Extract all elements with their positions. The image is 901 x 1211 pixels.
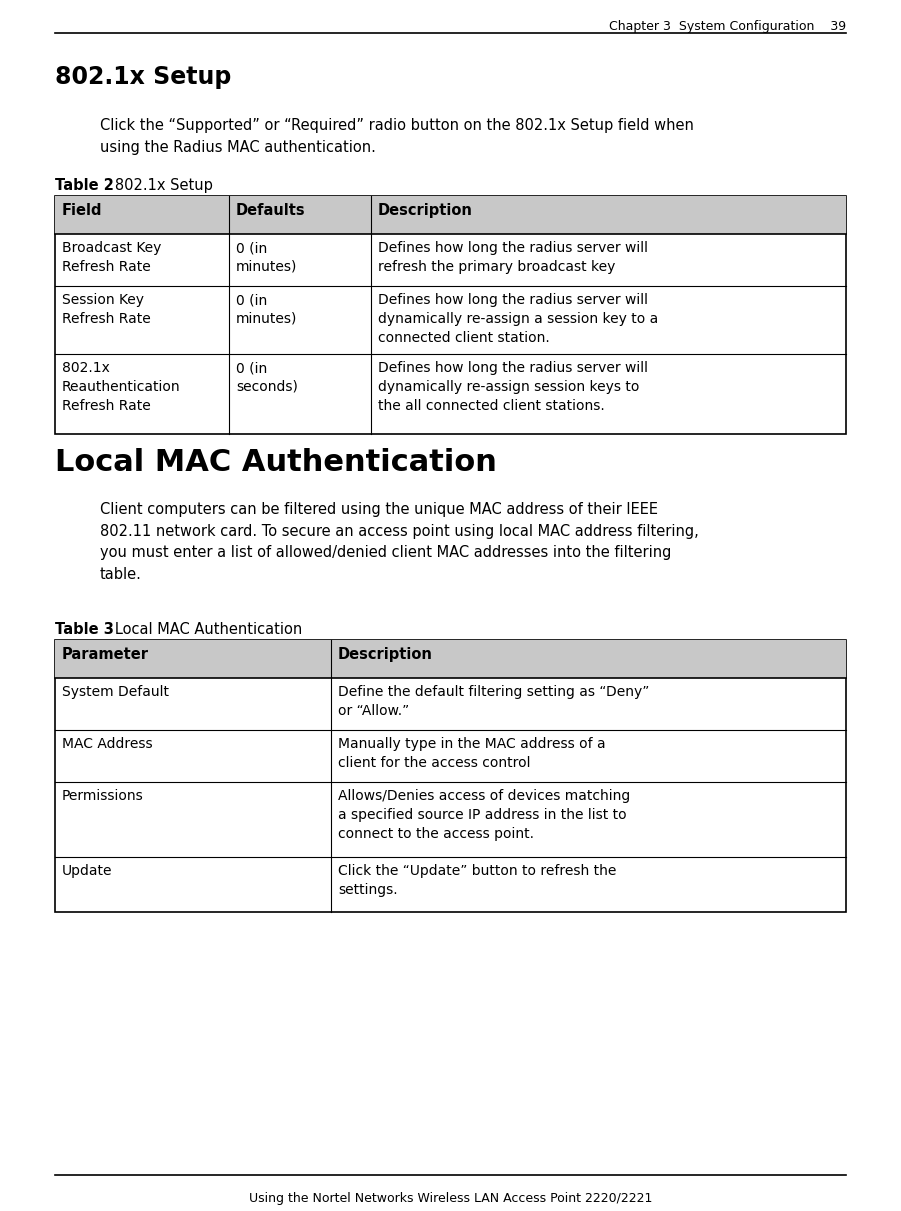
Text: Defaults: Defaults [236,203,305,218]
Bar [55,639,846,912]
Text: Client computers can be filtered using the unique MAC address of their IEEE
802.: Client computers can be filtered using t… [100,503,699,581]
Bar [55,196,846,234]
Text: Table 3: Table 3 [55,622,114,637]
Text: 0 (in
minutes): 0 (in minutes) [236,293,297,326]
Text: Parameter: Parameter [62,647,149,662]
Text: Defines how long the radius server will
dynamically re-assign a session key to a: Defines how long the radius server will … [378,293,659,345]
Text: Defines how long the radius server will
dynamically re-assign session keys to
th: Defines how long the radius server will … [378,361,648,413]
Text: Local MAC Authentication: Local MAC Authentication [101,622,302,637]
Text: 802.1x Setup: 802.1x Setup [55,65,232,88]
Text: 802.1x
Reauthentication
Refresh Rate: 802.1x Reauthentication Refresh Rate [62,361,180,413]
Text: Table 2: Table 2 [55,178,114,193]
Text: System Default: System Default [62,685,169,699]
Text: Description: Description [338,647,432,662]
Bar [55,639,846,678]
Text: Defines how long the radius server will
refresh the primary broadcast key: Defines how long the radius server will … [378,241,648,274]
Text: Define the default filtering setting as “Deny”
or “Allow.”: Define the default filtering setting as … [338,685,650,718]
Text: 0 (in
minutes): 0 (in minutes) [236,241,297,274]
Text: Session Key
Refresh Rate: Session Key Refresh Rate [62,293,150,326]
Text: Click the “Update” button to refresh the
settings.: Click the “Update” button to refresh the… [338,863,616,897]
Text: Description: Description [378,203,473,218]
Text: MAC Address: MAC Address [62,737,152,751]
Text: 0 (in
seconds): 0 (in seconds) [236,361,298,394]
Text: Allows/Denies access of devices matching
a specified source IP address in the li: Allows/Denies access of devices matching… [338,790,631,840]
Text: 802.1x Setup: 802.1x Setup [101,178,213,193]
Text: Chapter 3  System Configuration    39: Chapter 3 System Configuration 39 [609,21,846,33]
Text: Manually type in the MAC address of a
client for the access control: Manually type in the MAC address of a cl… [338,737,605,770]
Text: Click the “Supported” or “Required” radio button on the 802.1x Setup field when
: Click the “Supported” or “Required” radi… [100,117,694,155]
Text: Broadcast Key
Refresh Rate: Broadcast Key Refresh Rate [62,241,161,274]
Text: Field: Field [62,203,103,218]
Text: Update: Update [62,863,113,878]
Text: Permissions: Permissions [62,790,144,803]
Text: Using the Nortel Networks Wireless LAN Access Point 2220/2221: Using the Nortel Networks Wireless LAN A… [249,1192,652,1205]
Text: Local MAC Authentication: Local MAC Authentication [55,448,496,477]
Bar [55,196,846,434]
